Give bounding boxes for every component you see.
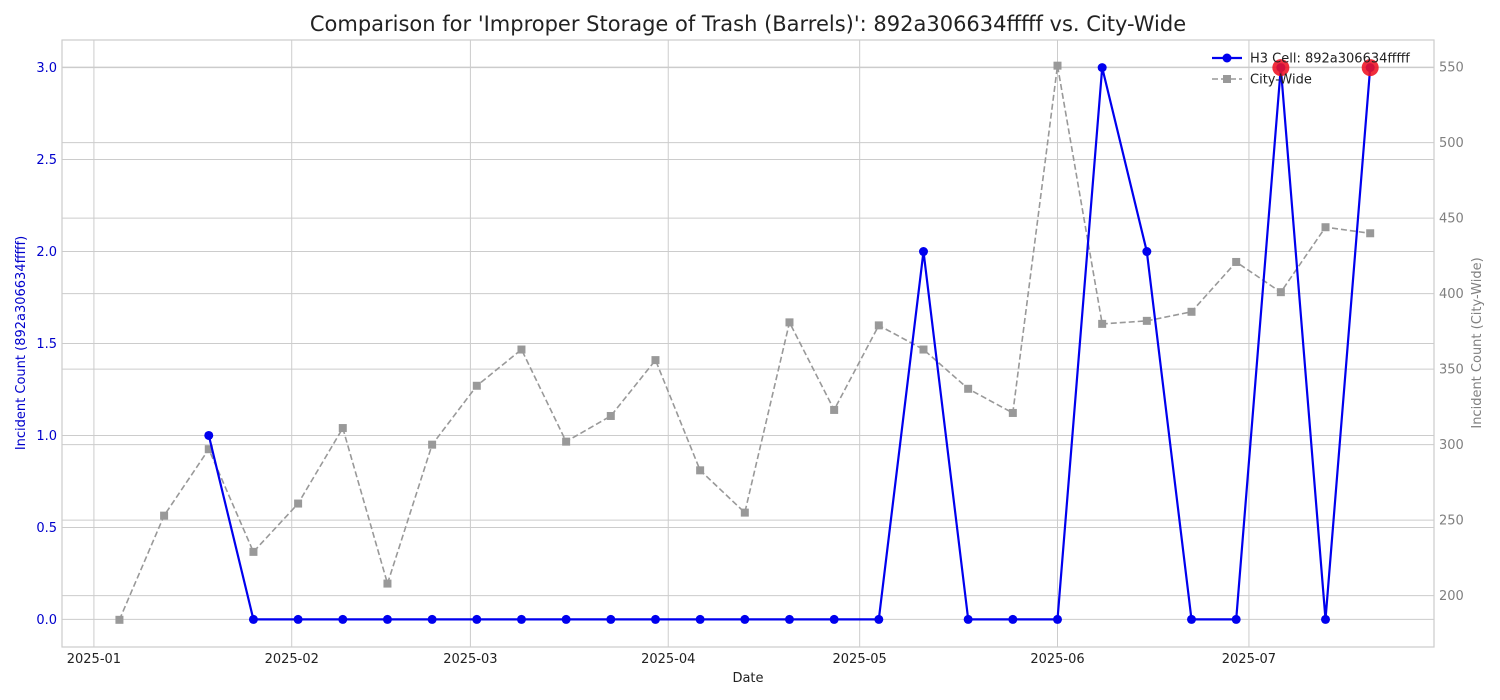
y-tick-label-left: 2.5 xyxy=(36,153,57,168)
city-wide-point xyxy=(160,511,169,520)
y-tick-label-right: 400 xyxy=(1439,287,1464,302)
y-tick-label-left: 0.5 xyxy=(36,521,57,536)
city-wide-point xyxy=(964,384,973,393)
y-tick-label-right: 350 xyxy=(1439,363,1464,378)
h3-cell-point xyxy=(740,614,750,624)
h3-cell-point xyxy=(248,614,258,624)
h3-cell-point xyxy=(695,614,705,624)
x-tick-label: 2025-02 xyxy=(265,652,319,667)
city-wide-point xyxy=(651,356,660,365)
x-tick-label: 2025-07 xyxy=(1222,652,1276,667)
city-wide-point xyxy=(1187,307,1196,316)
h3-cell-point xyxy=(1097,63,1107,73)
city-wide-point xyxy=(1098,319,1107,328)
series-layer xyxy=(115,59,1379,624)
city-wide-point xyxy=(115,615,124,624)
x-tick-label: 2025-05 xyxy=(833,652,887,667)
city-wide-point xyxy=(1008,408,1017,417)
grid xyxy=(62,40,1434,647)
h3-cell-point xyxy=(874,614,884,624)
city-wide-point xyxy=(919,345,928,354)
city-wide-series-line xyxy=(118,64,1371,621)
city-wide-point xyxy=(1053,61,1062,70)
h3-cell-point xyxy=(606,614,616,624)
y-tick-label-left: 3.0 xyxy=(36,61,57,76)
legend: H3 Cell: 892a306634fffff City-Wide xyxy=(1212,52,1410,88)
city-wide-point xyxy=(1366,229,1375,238)
h3-cell-point xyxy=(784,614,794,624)
h3-cell-point xyxy=(293,614,303,624)
y-tick-label-right: 200 xyxy=(1439,589,1464,604)
y-tick-label-right: 300 xyxy=(1439,438,1464,453)
city-wide-point xyxy=(517,345,526,354)
x-axis-label: Date xyxy=(732,671,763,686)
h3-cell-point xyxy=(516,614,526,624)
city-wide-point xyxy=(383,579,392,588)
city-wide-point xyxy=(830,405,839,414)
h3-cell-point xyxy=(1052,614,1062,624)
city-wide-point xyxy=(562,437,571,446)
city-wide-point xyxy=(249,547,258,556)
h3-cell-point xyxy=(427,614,437,624)
legend-marker-h3-cell xyxy=(1222,53,1232,63)
h3-cell-point xyxy=(382,614,392,624)
city-wide-point xyxy=(606,411,615,420)
city-wide-point xyxy=(1276,288,1285,297)
y-axis-label-right: Incident Count (City-Wide) xyxy=(1470,257,1485,428)
h3-cell-point xyxy=(1321,614,1331,624)
x-tick-label: 2025-06 xyxy=(1030,652,1084,667)
h3-cell-point xyxy=(1008,614,1018,624)
legend-label-city-wide: City-Wide xyxy=(1250,73,1312,88)
y-tick-label-left: 0.0 xyxy=(36,613,57,628)
city-wide-point xyxy=(428,440,437,449)
legend-label-h3-cell: H3 Cell: 892a306634fffff xyxy=(1250,52,1410,67)
x-tick-label: 2025-03 xyxy=(443,652,497,667)
h3-cell-point xyxy=(338,614,348,624)
city-wide-point xyxy=(1232,257,1241,266)
highlight-point xyxy=(1272,59,1290,77)
axes: 2025-01 2025-02 2025-03 2025-04 2025-05 2025-… xyxy=(36,61,1464,667)
y-tick-label-left: 1.5 xyxy=(36,337,57,352)
plot-frame xyxy=(61,39,1435,648)
h3-cell-point xyxy=(1142,247,1152,257)
highlight-point xyxy=(1361,59,1379,77)
city-wide-point xyxy=(740,508,749,517)
h3-cell-point xyxy=(963,614,973,624)
y-tick-label-right: 500 xyxy=(1439,136,1464,151)
y-tick-label-left: 2.0 xyxy=(36,245,57,260)
city-wide-point xyxy=(874,321,883,330)
y-tick-label-right: 250 xyxy=(1439,514,1464,529)
x-tick-label: 2025-04 xyxy=(641,652,695,667)
city-wide-point xyxy=(472,381,481,390)
city-wide-point xyxy=(1142,316,1151,325)
h3-cell-point xyxy=(561,614,571,624)
h3-cell-point xyxy=(472,614,482,624)
y-tick-label-left: 1.0 xyxy=(36,429,57,444)
y-tick-label-right: 450 xyxy=(1439,212,1464,227)
h3-cell-point xyxy=(829,614,839,624)
city-wide-point xyxy=(785,318,794,327)
y-tick-label-right: 550 xyxy=(1439,61,1464,76)
h3-cell-point xyxy=(918,247,928,257)
city-wide-point xyxy=(696,466,705,475)
city-wide-point xyxy=(338,424,347,433)
h3-cell-point xyxy=(204,430,214,440)
x-tick-label: 2025-01 xyxy=(67,652,121,667)
city-wide-point xyxy=(204,445,213,454)
city-wide-point xyxy=(1321,223,1330,232)
h3-cell-point xyxy=(1187,614,1197,624)
chart-title: Comparison for 'Improper Storage of Tras… xyxy=(310,12,1186,36)
h3-cell-point xyxy=(1231,614,1241,624)
y-axis-label-left: Incident Count (892a306634fffff) xyxy=(14,236,29,450)
city-wide-point xyxy=(294,499,303,508)
legend-marker-city-wide xyxy=(1223,75,1231,83)
h3-cell-point xyxy=(650,614,660,624)
